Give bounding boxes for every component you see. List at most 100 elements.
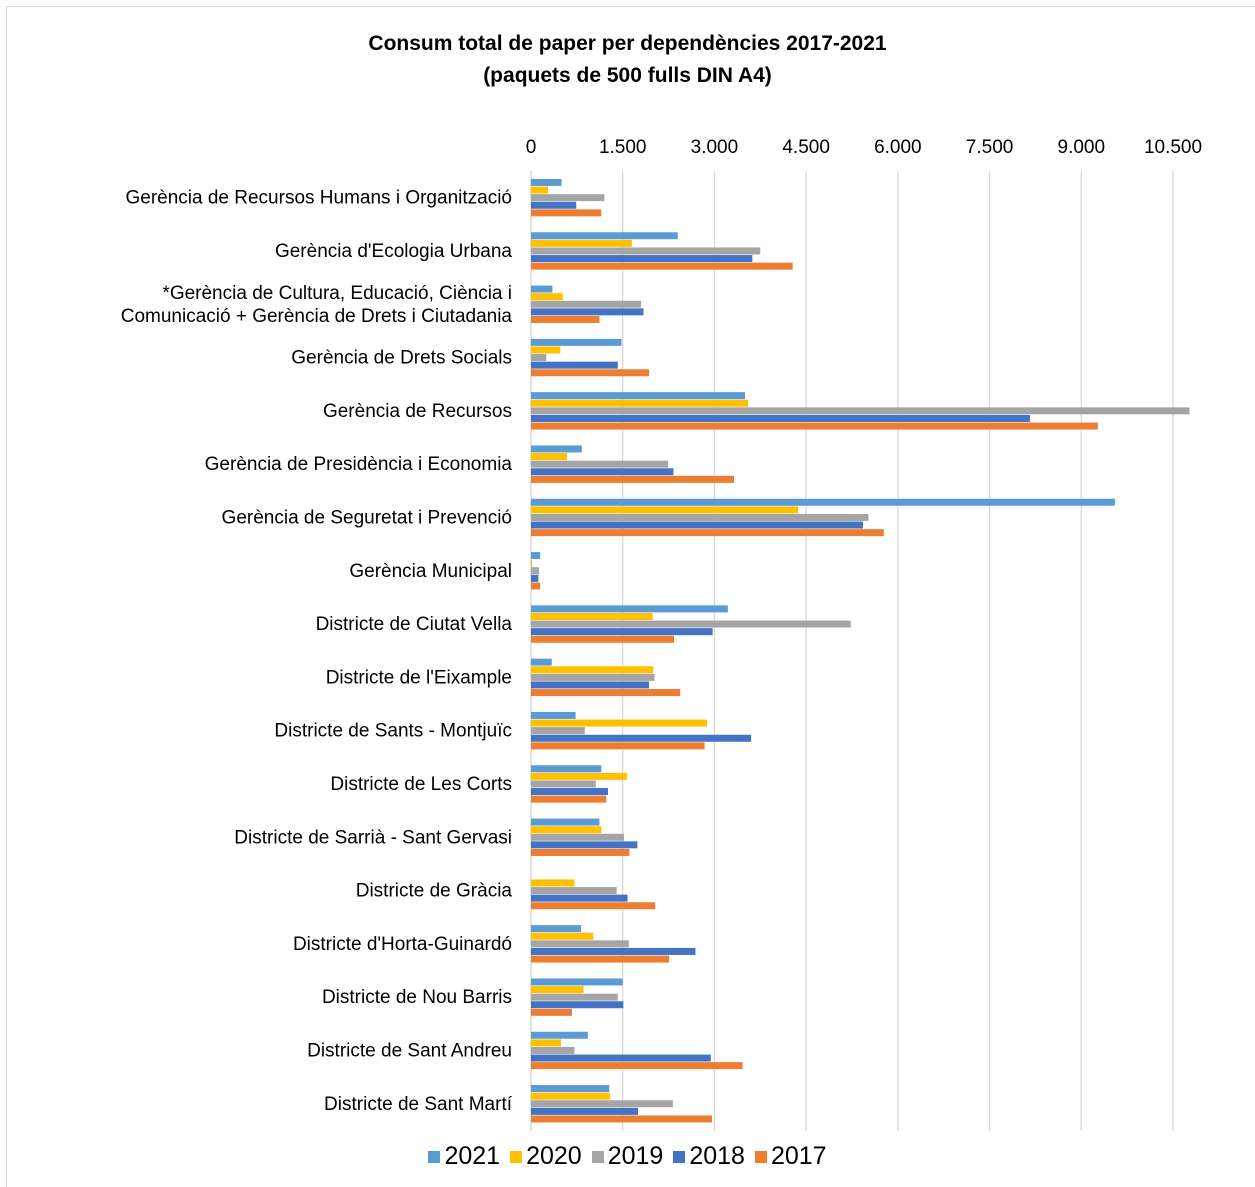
bar-2019 <box>531 194 605 202</box>
bar-2018 <box>531 414 1030 422</box>
legend-swatch <box>510 1150 523 1163</box>
bar-2020 <box>531 1092 610 1100</box>
bar-2019 <box>531 833 624 841</box>
bar-2018 <box>531 468 674 476</box>
category-label: Districte de Les Corts <box>330 774 512 795</box>
bar-2020 <box>531 826 602 834</box>
bar-2021 <box>531 1031 588 1039</box>
bar-2017 <box>531 848 630 856</box>
bar-2019 <box>531 567 539 575</box>
x-tick-label: 7.500 <box>966 137 1014 158</box>
bar-2020 <box>531 186 549 194</box>
legend-swatch <box>673 1150 686 1163</box>
bar-2021 <box>531 925 582 933</box>
legend-item-2020: 2020 <box>510 1142 582 1171</box>
bar-2019 <box>531 993 618 1001</box>
bar-2020 <box>531 399 749 407</box>
bar-2019 <box>531 620 851 628</box>
bar-2021 <box>531 978 623 986</box>
bar-2021 <box>531 285 553 293</box>
bar-2021 <box>531 711 576 719</box>
category-label: Comunicació + Gerència de Drets i Ciutad… <box>121 306 513 327</box>
bar-2020 <box>531 346 561 354</box>
bar-2020 <box>531 719 708 727</box>
category-label: *Gerència de Cultura, Educació, Ciència … <box>162 283 512 304</box>
x-tick-label: 6.000 <box>874 137 922 158</box>
category-label: Districte de Nou Barris <box>322 987 512 1008</box>
bar-2018 <box>531 201 577 209</box>
bar-2017 <box>531 529 884 537</box>
legend-item-2018: 2018 <box>673 1142 745 1171</box>
bar-2019 <box>531 727 585 735</box>
bar-2017 <box>531 1062 743 1070</box>
category-label: Districte d'Horta-Guinardó <box>293 934 512 955</box>
bar-2018 <box>531 308 644 316</box>
bar-2018 <box>531 1107 638 1115</box>
bar-2017 <box>531 955 670 963</box>
category-label: Gerència de Seguretat i Prevenció <box>222 507 512 528</box>
category-label: Districte de Gràcia <box>356 881 513 902</box>
bar-2017 <box>531 262 793 270</box>
bar-2021 <box>531 232 678 240</box>
bar-2021 <box>531 178 562 186</box>
x-tick-label: 3.000 <box>691 137 739 158</box>
legend-swatch <box>428 1150 441 1163</box>
bar-2019 <box>531 1046 575 1054</box>
bar-2019 <box>531 354 547 362</box>
legend-label: 2018 <box>689 1142 745 1170</box>
category-label: Districte de Sants - Montjuïc <box>274 721 512 742</box>
legend-swatch <box>591 1150 604 1163</box>
bar-2018 <box>531 255 753 263</box>
x-tick-label: 10.500 <box>1144 137 1202 158</box>
category-label: Districte de Sant Andreu <box>307 1040 512 1061</box>
legend-label: 2020 <box>526 1142 582 1170</box>
bar-2021 <box>531 392 745 400</box>
bar-2020 <box>531 293 563 301</box>
bar-2020 <box>531 772 627 780</box>
bar-2020 <box>531 239 632 247</box>
bar-2018 <box>531 734 752 742</box>
bar-2019 <box>531 780 596 788</box>
bar-2020 <box>531 559 533 567</box>
legend-item-2021: 2021 <box>428 1142 500 1171</box>
bar-2021 <box>531 658 552 666</box>
legend-label: 2019 <box>607 1142 664 1170</box>
bar-2017 <box>531 795 607 803</box>
bar-2019 <box>531 1100 673 1108</box>
bar-2021 <box>531 552 541 560</box>
bar-2017 <box>531 475 734 483</box>
bar-2021 <box>531 765 602 773</box>
category-label: Gerència d'Ecologia Urbana <box>275 241 512 262</box>
bar-2018 <box>531 1054 711 1062</box>
bar-2021 <box>531 605 728 613</box>
x-tick-label: 9.000 <box>1058 137 1106 158</box>
bar-2019 <box>531 673 655 681</box>
bar-2021 <box>531 338 622 346</box>
bar-2019 <box>531 940 629 948</box>
bar-2020 <box>531 879 575 887</box>
bar-2020 <box>531 932 594 940</box>
x-tick-label: 4.500 <box>782 137 830 158</box>
bar-2020 <box>531 612 653 620</box>
legend-item-2019: 2019 <box>591 1142 664 1171</box>
x-tick-label: 1.500 <box>599 137 647 158</box>
category-label: Districte de Sarrià - Sant Gervasi <box>234 827 512 848</box>
category-label: Gerència de Recursos Humans i Organitzac… <box>125 188 512 209</box>
bar-2018 <box>531 361 618 369</box>
bar-2019 <box>531 513 869 521</box>
bar-2019 <box>531 247 761 255</box>
bar-2018 <box>531 894 628 902</box>
bar-2018 <box>531 1001 624 1009</box>
bars <box>531 178 1190 1123</box>
bar-2019 <box>531 300 642 308</box>
bar-2017 <box>531 209 602 217</box>
category-labels: Gerència de Recursos Humans i Organitzac… <box>121 188 513 1115</box>
bar-2017 <box>531 902 656 910</box>
bar-2017 <box>531 315 600 323</box>
category-label: Gerència de Recursos <box>323 401 512 422</box>
chart-title: Consum total de paper per dependències 2… <box>368 32 887 55</box>
category-label: Gerència Municipal <box>349 561 512 582</box>
gridlines <box>530 171 1174 1131</box>
legend-item-2017: 2017 <box>754 1142 827 1171</box>
